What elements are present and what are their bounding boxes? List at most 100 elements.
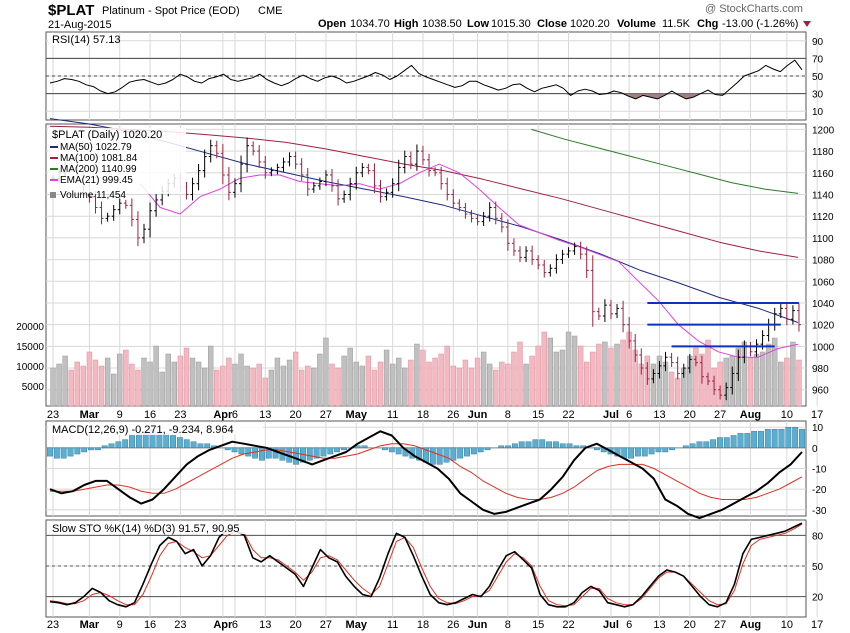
ohlc-summary: Open 1034.70 High 1038.50 Low 1015.30 Cl… xyxy=(318,18,811,30)
exchange-label: CME xyxy=(258,5,282,17)
volume-bar xyxy=(790,341,796,407)
macd-histogram-bar xyxy=(245,447,252,457)
x-axis-label: 6 xyxy=(232,409,238,421)
sto-k-line xyxy=(49,522,803,608)
macd-histogram-bar xyxy=(170,435,176,449)
macd-histogram-bar xyxy=(498,445,505,449)
4-tick-label: 20 xyxy=(812,593,824,604)
1-tick-label: 1080 xyxy=(812,256,835,267)
volume-bar xyxy=(274,357,281,407)
macd-histogram-bar xyxy=(67,447,74,457)
x-axis-label: Jul xyxy=(603,619,619,631)
ma-legend: MA(50) 1022.79 xyxy=(60,142,132,153)
volume-bar xyxy=(208,345,214,407)
volume-bar xyxy=(796,359,802,407)
macd-histogram-bar xyxy=(388,447,395,453)
x-axis-label: 27 xyxy=(714,619,726,631)
x-axis-label: 17 xyxy=(811,409,823,421)
volume-bar xyxy=(171,361,177,407)
macd-histogram-bar xyxy=(511,443,518,449)
x-axis-label: 22 xyxy=(562,409,574,421)
x-axis-label: 15 xyxy=(532,619,544,631)
date-label: 21-Aug-2015 xyxy=(48,19,112,31)
x-axis-label: 18 xyxy=(417,619,429,631)
macd-histogram-bar xyxy=(758,431,764,449)
rsi-oversold-fill xyxy=(50,93,802,99)
1-tick-label: 1100 xyxy=(812,234,834,245)
macd-histogram-bar xyxy=(655,447,662,453)
x-axis-label: 16 xyxy=(144,619,156,631)
macd-histogram-bar xyxy=(696,441,703,449)
volume-bar xyxy=(608,347,614,407)
macd-histogram-bar xyxy=(190,441,197,449)
volume-bar xyxy=(523,363,529,407)
volume-bar xyxy=(383,349,390,407)
macd-histogram-bar xyxy=(238,447,245,455)
volume-bar xyxy=(565,331,572,407)
x-axis-label: 15 xyxy=(532,409,544,421)
volume-bar xyxy=(614,343,620,407)
volume-bar xyxy=(256,363,262,407)
volume-bar xyxy=(299,369,305,407)
x-axis-label: 6 xyxy=(232,619,238,631)
macd-histogram-bar xyxy=(799,429,805,449)
legend-bg xyxy=(48,522,248,534)
macd-legend: MACD(12,26,9) -0.271, -9.234, 8.964 xyxy=(52,424,234,436)
macd-histogram-bar xyxy=(778,429,785,449)
volume-bar xyxy=(444,345,450,407)
3-tick-label: -10 xyxy=(812,465,827,476)
macd-histogram-bar xyxy=(259,447,265,461)
rsi-line xyxy=(49,59,803,100)
open-label: Open xyxy=(318,18,346,30)
0-tick-label: 30 xyxy=(812,90,824,101)
macd-histogram-bar xyxy=(395,447,402,455)
1-tick-label: 1200 xyxy=(812,125,835,136)
volume-bar xyxy=(511,351,517,407)
volume-bar xyxy=(499,361,505,407)
volume-bar xyxy=(141,357,147,407)
x-axis-label: 23 xyxy=(174,619,186,631)
macd-histogram-bar xyxy=(88,447,94,451)
ma-legend: EMA(21) 999.45 xyxy=(60,175,133,186)
volume-bar xyxy=(389,363,396,407)
legend-bg xyxy=(48,423,263,435)
x-axis-label: 13 xyxy=(259,619,271,631)
volume-bar xyxy=(650,363,657,407)
price-panel: 9609801000102010401060108011001120114011… xyxy=(16,118,835,631)
volume-bar xyxy=(214,369,220,407)
macd-line xyxy=(49,430,803,520)
x-axis-label: 11 xyxy=(387,409,398,421)
volume-bar xyxy=(656,355,663,407)
x-axis-label: May xyxy=(346,409,368,421)
volume-bar xyxy=(201,367,208,407)
volume-bar xyxy=(529,355,535,407)
x-axis-label: Apr xyxy=(213,409,233,421)
macd-histogram-bar xyxy=(710,439,717,449)
volume-bar xyxy=(323,337,329,407)
x-axis-label: 13 xyxy=(259,409,271,421)
volume-bar xyxy=(292,351,299,407)
volume-bar xyxy=(784,357,790,407)
volume-bar xyxy=(547,337,553,407)
volume-bar xyxy=(92,359,99,407)
macd-histogram-bar xyxy=(60,447,67,459)
macd-histogram-bar xyxy=(614,447,621,457)
volume-bar xyxy=(111,373,117,407)
macd-histogram-bar xyxy=(635,447,641,457)
macd-histogram-bar xyxy=(484,447,491,451)
volume-bar xyxy=(620,339,626,407)
sto-panel: 20 50 80 xyxy=(46,520,824,617)
volume-bar xyxy=(584,361,590,407)
volume-bar xyxy=(329,363,335,407)
macd-histogram-bar xyxy=(717,437,723,449)
macd-histogram-bar xyxy=(327,447,334,455)
macd-histogram-bar xyxy=(751,431,758,449)
volume-bar xyxy=(98,365,105,407)
volume-bar xyxy=(408,359,414,407)
macd-histogram-bar xyxy=(723,437,730,449)
volume-bar xyxy=(317,353,323,407)
macd-histogram-bar xyxy=(313,447,320,459)
x-axis-label: 20 xyxy=(684,409,696,421)
x-axis-label: Aug xyxy=(740,619,761,631)
volume-bar xyxy=(450,365,456,407)
